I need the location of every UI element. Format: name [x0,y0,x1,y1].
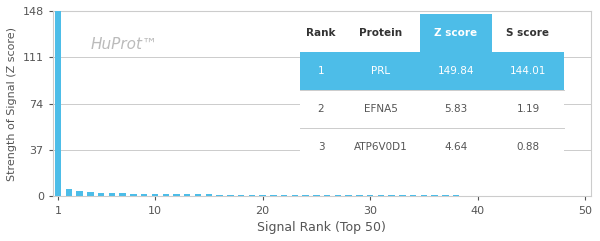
Bar [421,195,427,196]
Bar [173,194,180,196]
Bar [195,194,201,196]
Text: 1.19: 1.19 [517,104,539,114]
Bar [55,9,61,196]
Text: 2: 2 [317,104,325,114]
Bar [492,90,564,128]
Bar [313,195,320,196]
Bar [492,14,564,53]
Bar [492,53,564,90]
Bar [227,194,233,196]
Text: 0.88: 0.88 [517,142,539,153]
Text: 5.83: 5.83 [445,104,467,114]
Bar [420,14,492,53]
Y-axis label: Strength of Signal (Z score): Strength of Signal (Z score) [7,27,17,181]
Bar [152,194,158,196]
Bar [270,195,277,196]
Bar [238,195,244,196]
Bar [87,192,94,196]
Bar [259,195,266,196]
Bar [442,195,449,196]
Text: Rank: Rank [306,28,336,39]
Bar [388,195,395,196]
Bar [292,195,298,196]
Text: ATP6V0D1: ATP6V0D1 [354,142,408,153]
X-axis label: Signal Rank (Top 50): Signal Rank (Top 50) [257,221,386,234]
Bar [248,195,255,196]
Bar [356,195,362,196]
Bar [342,53,420,90]
Text: 4.64: 4.64 [445,142,467,153]
Bar [302,195,309,196]
Bar [431,195,438,196]
Bar [281,195,287,196]
Bar [141,194,148,196]
Bar [300,14,342,53]
Bar [342,128,420,167]
Bar [324,195,331,196]
Bar [300,53,342,90]
Bar [217,194,223,196]
Bar [342,14,420,53]
Bar [109,193,115,196]
Bar [76,191,83,196]
Bar [206,194,212,196]
Text: EFNA5: EFNA5 [364,104,398,114]
Bar [184,194,190,196]
Text: HuProt™: HuProt™ [91,37,158,52]
Bar [119,193,126,196]
Text: 149.84: 149.84 [438,67,474,76]
Bar [98,193,104,196]
Bar [420,53,492,90]
Bar [377,195,384,196]
Bar [346,195,352,196]
Bar [342,90,420,128]
Text: 3: 3 [317,142,325,153]
Text: PRL: PRL [371,67,391,76]
Bar [367,195,373,196]
Bar [453,195,460,196]
Bar [492,128,564,167]
Bar [335,195,341,196]
Bar [300,90,342,128]
Bar [410,195,416,196]
Bar [399,195,406,196]
Bar [65,189,72,196]
Bar [300,128,342,167]
Bar [420,90,492,128]
Bar [130,194,137,196]
Text: 144.01: 144.01 [510,67,546,76]
Bar [163,194,169,196]
Text: 1: 1 [317,67,325,76]
Bar [464,195,470,196]
Bar [420,128,492,167]
Text: Protein: Protein [359,28,403,39]
Bar [485,195,492,196]
Bar [475,195,481,196]
Text: Z score: Z score [434,28,478,39]
Text: S score: S score [506,28,550,39]
